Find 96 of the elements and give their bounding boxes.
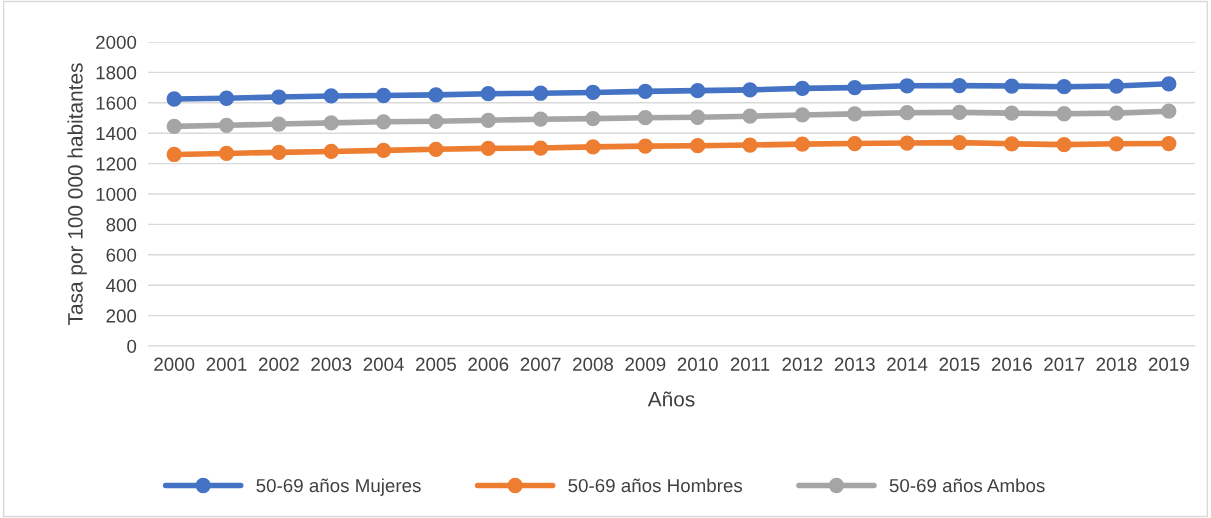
point <box>951 104 968 121</box>
point <box>637 83 653 100</box>
point <box>742 137 758 153</box>
y-tick-label: 1000 <box>96 187 137 201</box>
x-tick-label: 2011 <box>730 357 770 371</box>
point <box>585 139 601 155</box>
point <box>899 135 915 151</box>
point <box>323 115 339 131</box>
point <box>899 105 915 121</box>
y-tick-label: 200 <box>106 309 137 323</box>
point <box>742 82 758 98</box>
point <box>1004 78 1020 94</box>
point <box>1161 103 1177 119</box>
x-tick-label: 2019 <box>1148 357 1189 371</box>
point <box>271 144 287 160</box>
legend-label: 50-69 años Mujeres <box>256 478 421 496</box>
point <box>375 114 392 130</box>
x-tick-label: 2004 <box>363 357 404 371</box>
y-tick-label: 1600 <box>96 96 137 110</box>
point <box>1161 135 1177 152</box>
point <box>480 140 496 157</box>
point <box>899 78 915 94</box>
legend-label: 50-69 años Ambos <box>889 478 1045 493</box>
point <box>1108 105 1125 121</box>
point <box>428 113 444 129</box>
point <box>532 85 549 101</box>
point <box>375 142 392 159</box>
y-tick-label: 800 <box>106 218 137 232</box>
point <box>1056 136 1072 153</box>
point <box>323 88 339 104</box>
point <box>794 136 811 152</box>
x-tick-label: 2012 <box>782 357 823 371</box>
point <box>690 109 706 125</box>
y-axis-title: Tasa por 100 000 habitantes <box>67 63 87 325</box>
x-tick-label: 2008 <box>573 357 614 371</box>
x-tick-label: 2000 <box>154 357 195 371</box>
point <box>742 108 758 124</box>
point <box>166 118 182 134</box>
x-tick-label: 2005 <box>416 357 456 371</box>
point <box>1056 79 1072 95</box>
point <box>690 83 706 99</box>
point <box>480 86 496 102</box>
x-tick-label: 2009 <box>625 357 666 371</box>
x-tick-label: 2015 <box>939 357 980 371</box>
y-tick-label: 2000 <box>96 35 137 49</box>
point <box>1004 136 1020 152</box>
x-tick-label: 2014 <box>887 357 928 371</box>
x-tick-label: 2001 <box>206 357 247 371</box>
point <box>323 143 339 160</box>
y-tick-label: 1200 <box>96 157 137 171</box>
x-tick-label: 2002 <box>258 357 299 371</box>
point <box>951 134 968 151</box>
point <box>1108 78 1125 94</box>
x-tick-label: 2007 <box>520 357 561 371</box>
point <box>1004 105 1020 121</box>
point <box>847 135 863 152</box>
point <box>690 138 706 154</box>
point <box>585 84 601 101</box>
point <box>585 110 601 127</box>
point <box>218 145 235 162</box>
point <box>166 91 182 107</box>
x-tick-label: 2018 <box>1096 357 1137 371</box>
point <box>1108 136 1125 152</box>
point <box>428 87 444 103</box>
x-tick-label: 2010 <box>677 357 718 371</box>
point <box>271 116 287 132</box>
point <box>166 146 182 163</box>
point <box>637 110 653 126</box>
x-tick-label: 2016 <box>991 357 1032 371</box>
point <box>428 141 444 157</box>
point <box>1161 76 1177 92</box>
point <box>532 140 549 156</box>
x-tick-label: 2017 <box>1044 357 1085 371</box>
point <box>532 111 549 127</box>
y-tick-label: 400 <box>106 278 137 293</box>
point <box>375 87 392 104</box>
x-tick-label: 2006 <box>468 357 509 371</box>
point <box>218 90 235 106</box>
point <box>637 138 653 154</box>
point <box>951 77 968 94</box>
x-tick-label: 2013 <box>834 357 875 371</box>
point <box>1056 106 1072 122</box>
x-tick-label: 2003 <box>311 357 352 371</box>
point <box>847 79 863 96</box>
point <box>218 117 235 133</box>
point <box>794 80 811 96</box>
y-tick-label: 1400 <box>96 126 137 141</box>
point <box>480 112 496 128</box>
point <box>271 89 287 105</box>
point <box>794 107 811 123</box>
point <box>847 106 863 122</box>
y-tick-label: 600 <box>106 248 137 262</box>
legend-label: 50-69 años Hombres <box>568 478 743 493</box>
x-axis-title: Años <box>647 391 695 407</box>
y-tick-label: 0 <box>127 339 137 353</box>
y-tick-label: 1800 <box>96 66 137 80</box>
